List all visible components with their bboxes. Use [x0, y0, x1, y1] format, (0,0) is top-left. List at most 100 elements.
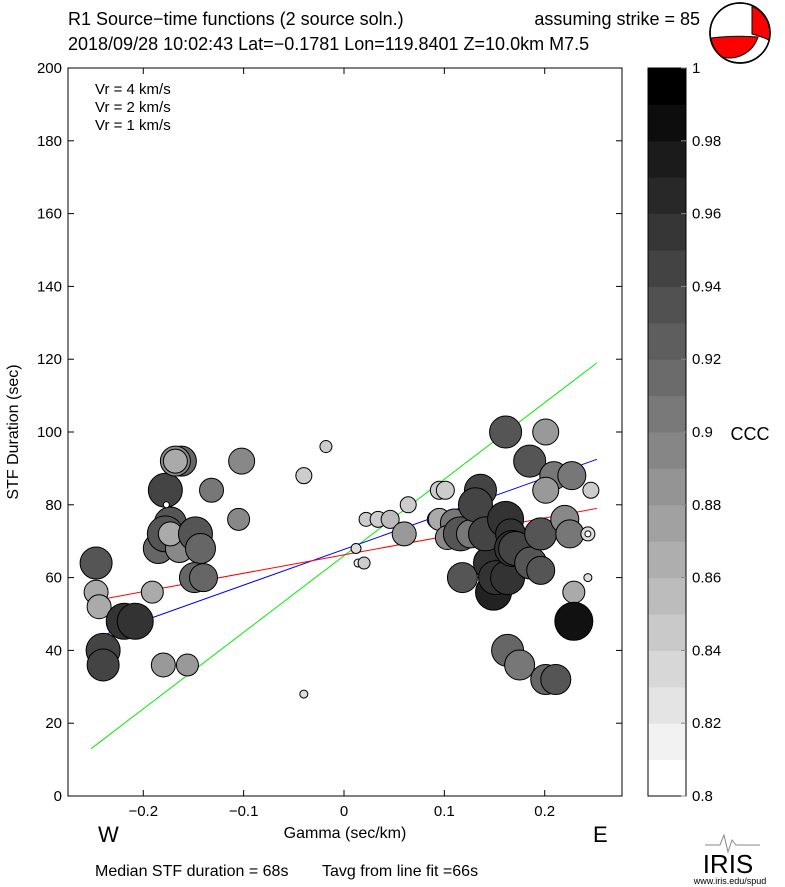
colorbar-bin [648, 759, 686, 797]
colorbar-tick-label: 0.9 [692, 424, 713, 441]
iris-url: www.iris.edu/spud [693, 876, 767, 886]
y-tick-label: 40 [45, 642, 62, 659]
data-point [557, 461, 587, 491]
data-point [79, 546, 113, 580]
colorbar-tick-label: 0.82 [692, 715, 721, 732]
data-point [357, 556, 371, 570]
data-point [86, 594, 112, 620]
west-label: W [98, 822, 119, 847]
data-point [86, 648, 120, 682]
y-tick-label: 100 [37, 424, 62, 441]
x-tick-label: 0.1 [434, 803, 455, 820]
colorbar-bin [648, 723, 686, 761]
data-point [582, 481, 600, 499]
colorbar-bin [648, 250, 686, 287]
colorbar-tick-label: 0.86 [692, 570, 721, 587]
data-point [162, 501, 170, 509]
data-point [399, 496, 417, 514]
data-point [562, 580, 586, 604]
data-point [526, 555, 556, 585]
east-label: E [593, 822, 608, 847]
colorbar-bin [648, 104, 686, 142]
data-point [583, 573, 593, 583]
data-point [489, 415, 523, 449]
colorbar-bin [648, 541, 686, 579]
colorbar-bin [648, 213, 686, 251]
plot-area: −0.2 −0.1 0 0.1 0.2 0 20 40 60 80 100 120 140 160 180 2… [37, 60, 623, 820]
y-tick-label: 80 [45, 497, 62, 514]
data-point [199, 477, 225, 503]
data-point [319, 440, 333, 454]
colorbar-bin [648, 395, 686, 433]
colorbar-bin [648, 686, 686, 724]
colorbar-bin [648, 614, 686, 651]
colorbar-bin [648, 468, 686, 506]
data-point [513, 444, 547, 478]
colorbar-bin [648, 650, 686, 688]
data-point [532, 476, 560, 504]
event-info: 2018/09/28 10:02:43 Lat=−0.1781 Lon=119.… [68, 34, 589, 54]
data-point [228, 447, 256, 475]
data-point [391, 521, 417, 547]
colorbar-tick-label: 0.92 [692, 351, 721, 368]
colorbar-tick-label: 0.96 [692, 206, 721, 223]
colorbar-tick-label: 0.94 [692, 278, 721, 295]
plot-marks [79, 362, 600, 750]
iris-logo: IRIS www.iris.edu/spud [693, 833, 767, 886]
colorbar-bin [648, 177, 686, 215]
data-point [350, 542, 362, 554]
tavg-fit: Tavg from line fit =66s [322, 863, 478, 880]
colorbar-bin [648, 504, 686, 542]
iris-logo-text: IRIS [703, 849, 754, 879]
data-point [540, 664, 572, 696]
data-point [584, 530, 592, 538]
data-point [446, 562, 478, 594]
y-tick-label: 180 [37, 133, 62, 150]
data-point [116, 602, 154, 640]
data-point [532, 418, 560, 446]
x-axis-label: Gamma (sec/km) [284, 825, 407, 842]
data-point [162, 448, 188, 474]
beachball-icon [709, 2, 771, 64]
y-tick-label: 160 [37, 206, 62, 223]
x-tick-label: 0.2 [534, 803, 555, 820]
data-point [184, 532, 216, 564]
data-point [227, 507, 251, 531]
data-point [188, 563, 218, 593]
colorbar-bin [648, 68, 686, 105]
y-tick-label: 0 [54, 788, 62, 805]
y-tick-label: 60 [45, 570, 62, 587]
data-point [555, 519, 585, 549]
data-point [295, 467, 313, 485]
colorbar-tick-label: 0.8 [692, 788, 713, 805]
data-point [299, 689, 309, 699]
colorbar: 0.8 0.82 0.84 0.86 0.88 0.9 0.92 0.94 0.96 0.98 1 [647, 60, 721, 805]
data-point [554, 601, 594, 641]
legend-entry: Vr = 1 km/s [95, 117, 171, 134]
chart-title: R1 Source−time functions (2 source soln.… [68, 9, 404, 29]
colorbar-tick-label: 0.98 [692, 133, 721, 150]
colorbar-bin [648, 359, 686, 397]
data-point [150, 652, 176, 678]
data-point [175, 653, 199, 677]
data-point [504, 649, 536, 681]
y-tick-label: 140 [37, 278, 62, 295]
x-tick-label: 0 [340, 803, 348, 820]
colorbar-bin [648, 322, 686, 360]
colorbar-label: CCC [731, 424, 770, 444]
y-tick-label: 200 [37, 60, 62, 77]
data-point [380, 509, 400, 529]
data-point [435, 480, 455, 500]
legend-entry: Vr = 4 km/s [95, 81, 171, 98]
y-tick-label: 120 [37, 351, 62, 368]
colorbar-tick-label: 1 [692, 60, 700, 77]
y-tick-label: 20 [45, 715, 62, 732]
colorbar-bin [648, 140, 686, 178]
fit-line-2 [90, 458, 598, 640]
median-duration: Median STF duration = 68s [95, 863, 288, 880]
y-axis-label: STF Duration (sec) [5, 364, 22, 499]
colorbar-tick-label: 0.88 [692, 497, 721, 514]
colorbar-tick-label: 0.84 [692, 642, 721, 659]
x-tick-label: −0.2 [128, 803, 158, 820]
